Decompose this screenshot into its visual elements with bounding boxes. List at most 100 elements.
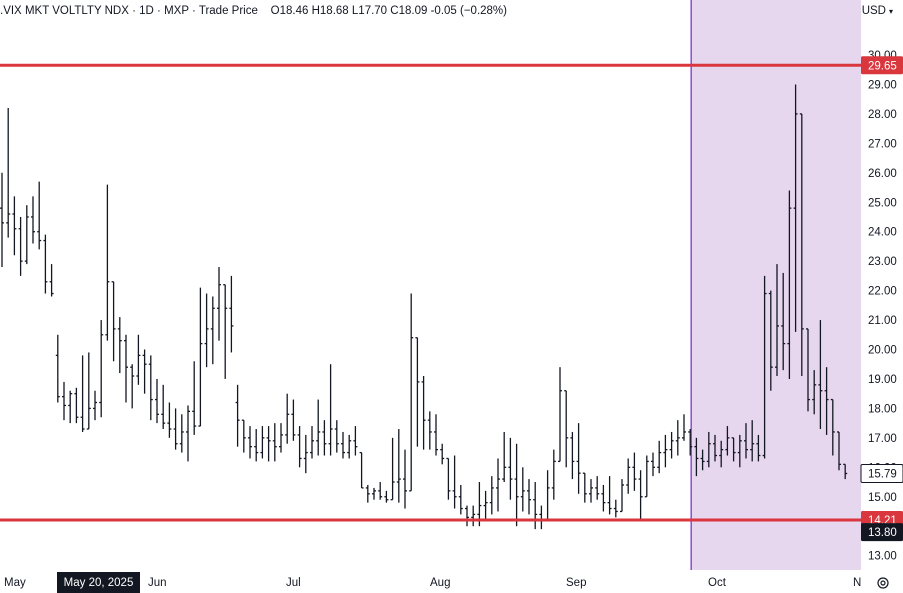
ohlc-bar xyxy=(415,337,420,447)
ohlc-bar xyxy=(713,434,717,462)
crosshair-price-tag xyxy=(861,523,903,542)
symbol-label[interactable]: .VIX xyxy=(0,5,22,17)
ohlc-bar xyxy=(93,390,97,421)
close-value: C18.09 xyxy=(390,5,428,17)
ohlc-bar xyxy=(527,479,531,515)
y-tick-label: 18.00 xyxy=(868,403,897,415)
y-tick-label: 22.00 xyxy=(868,286,897,298)
y-tick-label: 28.00 xyxy=(868,109,897,121)
ohlc-bar xyxy=(31,196,35,244)
ohlc-bar xyxy=(756,434,761,462)
crosshair-date-tag xyxy=(57,572,140,593)
separator-dot: · xyxy=(157,5,161,17)
ohlc-bar xyxy=(235,384,240,447)
ohlc-bar xyxy=(564,390,569,468)
y-tick-label: 24.00 xyxy=(868,227,897,239)
ohlc-bar xyxy=(155,378,159,424)
ohlc-bar xyxy=(620,479,624,513)
ohlc-bar xyxy=(328,364,333,456)
ohlc-bar xyxy=(384,490,389,503)
ohlc-bar xyxy=(440,443,445,465)
ohlc-bar xyxy=(465,505,469,527)
ohlc-bar xyxy=(595,476,600,500)
ohlc-bar xyxy=(775,264,779,377)
ohlc-bar xyxy=(421,376,426,450)
ohlc-bar xyxy=(632,452,637,491)
ohlc-bar xyxy=(539,505,544,530)
interval-label[interactable]: 1D xyxy=(139,5,154,17)
open-value: O18.46 xyxy=(270,5,309,17)
ohlc-bar xyxy=(62,381,66,421)
crosshair-price-label: 13.80 xyxy=(868,527,897,539)
ohlc-bar xyxy=(43,234,48,294)
line-price-label: 29.65 xyxy=(868,60,897,72)
x-tick-label: May xyxy=(4,577,26,589)
ohlc-bar xyxy=(483,490,488,521)
ohlc-bar xyxy=(210,296,215,365)
ohlc-bar xyxy=(675,420,680,456)
ohlc-bar xyxy=(279,423,283,453)
ohlc-bar xyxy=(334,420,339,453)
separator-dot: · xyxy=(192,5,196,17)
ohlc-bar xyxy=(297,426,302,468)
exchange-label: MXP xyxy=(164,5,189,17)
high-value: H18.68 xyxy=(311,5,349,17)
ohlc-bar xyxy=(824,367,829,435)
x-tick-label: Jun xyxy=(148,577,167,589)
currency-selector[interactable]: USD ▾ xyxy=(862,5,893,17)
ohlc-bar xyxy=(427,411,432,450)
ohlc-bar xyxy=(458,484,463,515)
ohlc-bar xyxy=(452,455,457,509)
ohlc-bar xyxy=(768,290,773,391)
ohlc-bar xyxy=(837,431,841,471)
ohlc-bar xyxy=(663,434,668,468)
ohlc-bar xyxy=(570,431,575,480)
ohlc-bar xyxy=(204,293,209,368)
ohlc-bar xyxy=(533,482,538,530)
line-price-tag xyxy=(861,56,903,75)
ohlc-bar xyxy=(37,181,42,250)
highlight-range xyxy=(691,0,861,570)
y-tick-label: 23.00 xyxy=(868,256,897,268)
ohlc-bar xyxy=(589,479,593,503)
ohlc-bar xyxy=(0,172,4,268)
ohlc-bar xyxy=(55,334,60,403)
ohlc-bar xyxy=(24,205,29,265)
instrument-name: MKT VOLTLTY NDX xyxy=(24,5,129,17)
ohlc-bar xyxy=(74,387,79,424)
ohlc-bar xyxy=(638,470,643,521)
ohlc-bar xyxy=(390,437,395,501)
ohlc-bar xyxy=(657,440,662,474)
crosshair-date-label: May 20, 2025 xyxy=(64,577,134,589)
separator-dot: · xyxy=(132,5,136,17)
ohlc-bar xyxy=(124,334,128,403)
ohlc-bar xyxy=(806,328,810,412)
ohlc-bar xyxy=(130,364,135,409)
ohlc-bar xyxy=(365,484,370,503)
ohlc-bar xyxy=(99,320,104,418)
x-tick-label: Sep xyxy=(566,577,586,589)
ohlc-bar xyxy=(372,487,376,500)
ohlc-bar xyxy=(18,216,23,276)
y-tick-label: 26.00 xyxy=(868,168,897,180)
ohlc-bar xyxy=(310,426,314,459)
ohlc-bar xyxy=(117,317,122,374)
ohlc-bar xyxy=(291,399,296,441)
ohlc-bar xyxy=(812,370,817,415)
gear-icon[interactable] xyxy=(876,576,890,590)
ohlc-bar xyxy=(217,267,221,341)
ohlc-bar xyxy=(601,484,606,512)
ohlc-bar xyxy=(341,431,345,459)
ohlc-bar xyxy=(322,420,327,456)
low-value: L17.70 xyxy=(351,5,388,17)
y-tick-label: 21.00 xyxy=(868,315,897,327)
ohlc-bar xyxy=(316,399,321,456)
last-price-tag xyxy=(860,463,903,483)
y-tick-label: 19.00 xyxy=(868,374,897,386)
chart-legend-header: .VIX MKT VOLTLTY NDX · 1D · MXP · Trade … xyxy=(0,5,507,17)
ohlc-bar xyxy=(136,334,141,385)
ohlc-bar xyxy=(223,284,228,379)
y-tick-label: 29.00 xyxy=(868,79,897,91)
ohlc-bar xyxy=(272,423,277,462)
